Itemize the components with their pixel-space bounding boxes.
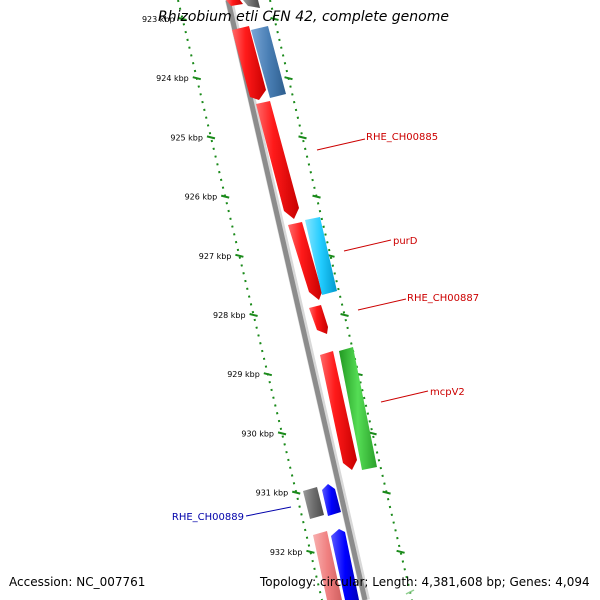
ruler-tick-left [192,76,202,81]
gene-label[interactable]: mcpV2 [430,387,465,398]
ruler-tick-right [340,313,349,317]
gene-label[interactable]: RHE_CH00887 [407,293,479,304]
ruler-tick-left [306,549,315,554]
connector-RHE_CH00889 [245,506,292,517]
ruler-tick-left [277,431,287,436]
gene-labels: RHE_CH00885 purD RHE_CH00887 mcpV2 RHE_C… [172,132,479,523]
connector-purD [343,239,392,252]
gene-feature-red-1[interactable] [232,26,266,100]
gene-feature-top-red[interactable] [226,0,243,6]
gene-feature-mcpV2[interactable] [339,347,377,470]
ruler-line-right [269,0,413,600]
ruler-tick-left [263,372,273,377]
ruler-label: 931 kbp [256,489,289,498]
connector-mcpV2 [380,390,429,403]
ruler-label: 930 kbp [241,429,274,438]
gene-label[interactable]: RHE_CH00889 [172,512,244,523]
connector-RHE_CH00887 [357,298,407,311]
gene-label[interactable]: purD [393,236,418,247]
gene-label[interactable]: RHE_CH00885 [366,132,438,143]
ruler-label: 932 kbp [270,548,303,557]
gene-feature-top-gray[interactable] [243,0,260,8]
gene-feature-gray-1[interactable] [303,487,324,519]
gene-feature-RHE_CH00885[interactable] [256,101,299,219]
genome-summary-text: Topology: circular; Length: 4,381,608 bp… [260,575,590,589]
corner-mark [405,589,415,595]
gene-features [226,0,377,600]
ruler-tick-right [270,17,279,21]
gene-feature-purD-red[interactable] [288,222,322,300]
ruler-tick-right [284,76,293,81]
ruler-label: 923 kbp [142,15,175,24]
ruler-label: 926 kbp [185,193,218,202]
map-title: Rhizobium etli CFN 42, complete genome [158,9,449,25]
ruler-tick-right [298,135,307,140]
ruler-label: 924 kbp [156,74,189,83]
gene-feature-pink-1[interactable] [313,531,342,600]
ruler-tick-left [235,253,244,258]
ruler-tick-right [382,490,391,495]
ruler-tick-left [206,135,216,140]
ruler-label: 928 kbp [213,311,246,320]
backbone [225,0,368,600]
ruler-tick-left [220,194,230,199]
gene-feature-blue-1[interactable] [251,26,286,98]
ruler-tick-left [178,17,187,21]
gene-feature-blue-2[interactable] [331,529,359,600]
ruler-labels: 923 kbp 924 kbp 925 kbp 926 kbp 927 kbp 928 k… [142,15,302,557]
gene-feature-RHE_CH00889[interactable] [322,484,341,516]
ruler-label: 929 kbp [227,370,260,379]
connector-RHE_CH00885 [316,138,366,151]
gene-feature-red-mcp[interactable] [320,351,357,470]
gene-label-connectors [245,138,429,517]
gene-feature-RHE_CH00887[interactable] [309,305,328,334]
ruler-tick-right [312,194,321,199]
accession-text: Accession: NC_007761 [9,575,146,589]
ruler-label: 927 kbp [199,252,232,261]
ruler-tick-right [396,549,405,554]
ruler-tick-left [249,313,258,317]
gene-feature-purD[interactable] [305,217,337,295]
ruler-label: 925 kbp [170,133,203,142]
ruler-tick-left [291,490,301,495]
